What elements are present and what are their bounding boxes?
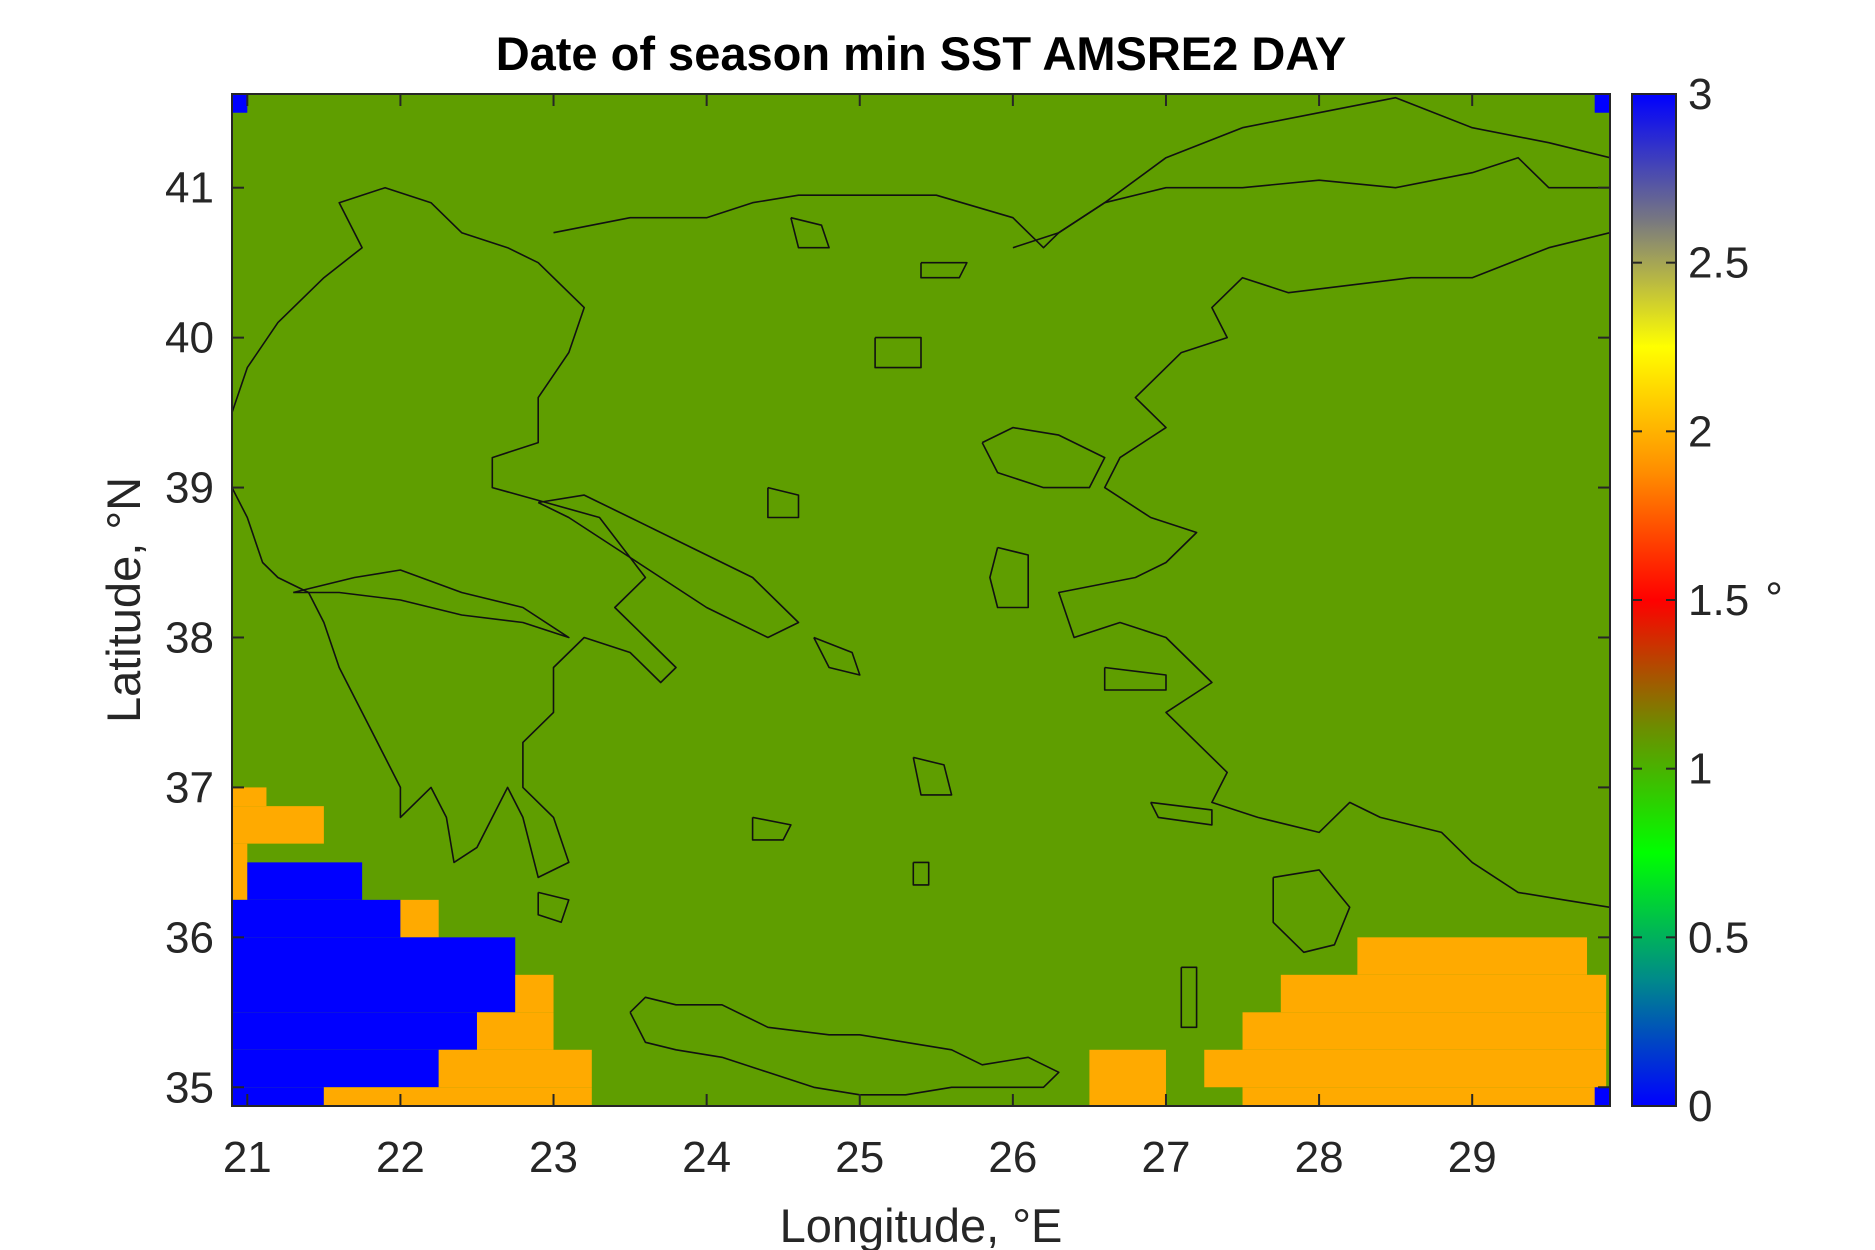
value-region-21 — [1594, 94, 1610, 113]
value-region-11 — [438, 1049, 592, 1088]
colorbar-tick-label: 2 — [1688, 407, 1712, 456]
x-tick-label: 22 — [376, 1133, 425, 1182]
x-axis-label: Longitude, °E — [780, 1199, 1063, 1250]
value-region-20 — [232, 94, 248, 113]
value-region-12 — [232, 1087, 324, 1106]
coastline-thera — [912, 861, 930, 886]
y-tick-label: 35 — [165, 1063, 214, 1112]
coastline-karpathos — [1180, 966, 1198, 1029]
value-region-13 — [323, 1087, 592, 1106]
map-plot-area — [231, 93, 1611, 1107]
x-tick-label: 23 — [529, 1133, 578, 1182]
colorbar-tick-label: 1 — [1688, 745, 1712, 794]
y-axis-label: Latitude, °N — [97, 477, 150, 723]
coastlines — [232, 96, 1610, 1096]
coastline-naxos — [912, 756, 953, 796]
value-region-22 — [1594, 1087, 1610, 1106]
coastline-samothrace — [920, 261, 968, 279]
value-region-2 — [232, 843, 248, 900]
x-axis-ticks: 21 22 23 24 25 26 27 28 29 — [223, 94, 1497, 1182]
x-tick-label: 28 — [1295, 1133, 1344, 1182]
value-region-19 — [1357, 937, 1588, 975]
coastline-thasos — [790, 216, 830, 249]
y-tick-label: 41 — [165, 164, 214, 213]
x-tick-label: 29 — [1448, 1133, 1497, 1182]
coastline-lemnos — [874, 336, 922, 369]
colorbar-ticks: 0 0.5 1 1.5 2 2.5 3 — [1632, 70, 1749, 1131]
coastline-milos — [751, 816, 792, 841]
coastline-samos — [1103, 666, 1167, 691]
value-region-5 — [400, 899, 439, 938]
y-tick-label: 40 — [165, 314, 214, 363]
x-tick-label: 24 — [682, 1133, 731, 1182]
value-region-18 — [1280, 974, 1607, 1013]
value-region-7 — [515, 974, 554, 1013]
value-region-14 — [1089, 1049, 1166, 1106]
value-region-1 — [232, 806, 324, 844]
coastline-euboea — [537, 494, 800, 639]
colorbar-tick-label: 3 — [1688, 70, 1712, 119]
x-tick-label: 27 — [1142, 1133, 1191, 1182]
colorbar-tick-label: 1.5 — [1688, 576, 1749, 625]
coastline-thrace-coast — [553, 96, 1610, 249]
colorbar: 0 0.5 1 1.5 2 2.5 3 ° — [1631, 70, 1783, 1131]
y-tick-label: 37 — [165, 763, 214, 812]
colorbar-tick-label: 0 — [1688, 1082, 1712, 1131]
coastline-turkey-west — [1058, 231, 1610, 909]
coastline-andros — [813, 636, 861, 676]
value-region-8 — [232, 1012, 477, 1050]
coastline-lesbos — [981, 426, 1106, 489]
value-region-16 — [1242, 1087, 1607, 1106]
value-region-10 — [232, 1049, 439, 1088]
coastline-kythira — [537, 891, 570, 924]
value-region-3 — [247, 862, 363, 900]
colorbar-unit-label: ° — [1765, 574, 1783, 623]
value-region-0 — [232, 787, 267, 807]
y-tick-label: 38 — [165, 613, 214, 662]
value-region-15 — [1204, 1049, 1607, 1088]
coastline-chios — [989, 546, 1029, 609]
value-region-4 — [232, 899, 401, 938]
value-region-6 — [232, 937, 516, 1013]
value-cells — [232, 94, 1610, 1106]
colorbar-tick-label: 0.5 — [1688, 913, 1749, 962]
y-axis-ticks: 35 36 37 38 39 40 41 — [165, 164, 1610, 1112]
coastline-skyros — [767, 486, 800, 519]
coastline-kos — [1149, 801, 1213, 826]
x-tick-label: 25 — [835, 1133, 884, 1182]
coastline-mainland-greece — [232, 186, 677, 879]
y-tick-label: 39 — [165, 464, 214, 513]
chart-title: Date of season min SST AMSRE2 DAY — [496, 27, 1347, 80]
plot-frame — [231, 93, 1611, 1107]
x-tick-label: 21 — [223, 1133, 272, 1182]
value-region-9 — [476, 1012, 554, 1050]
x-tick-label: 26 — [988, 1133, 1037, 1182]
coastline-rhodes — [1272, 869, 1351, 954]
coastline-crete — [629, 996, 1060, 1096]
y-tick-label: 36 — [165, 913, 214, 962]
value-region-17 — [1242, 1012, 1607, 1050]
coastline-peloponnese-gulf — [293, 569, 570, 639]
colorbar-tick-label: 2.5 — [1688, 239, 1749, 288]
